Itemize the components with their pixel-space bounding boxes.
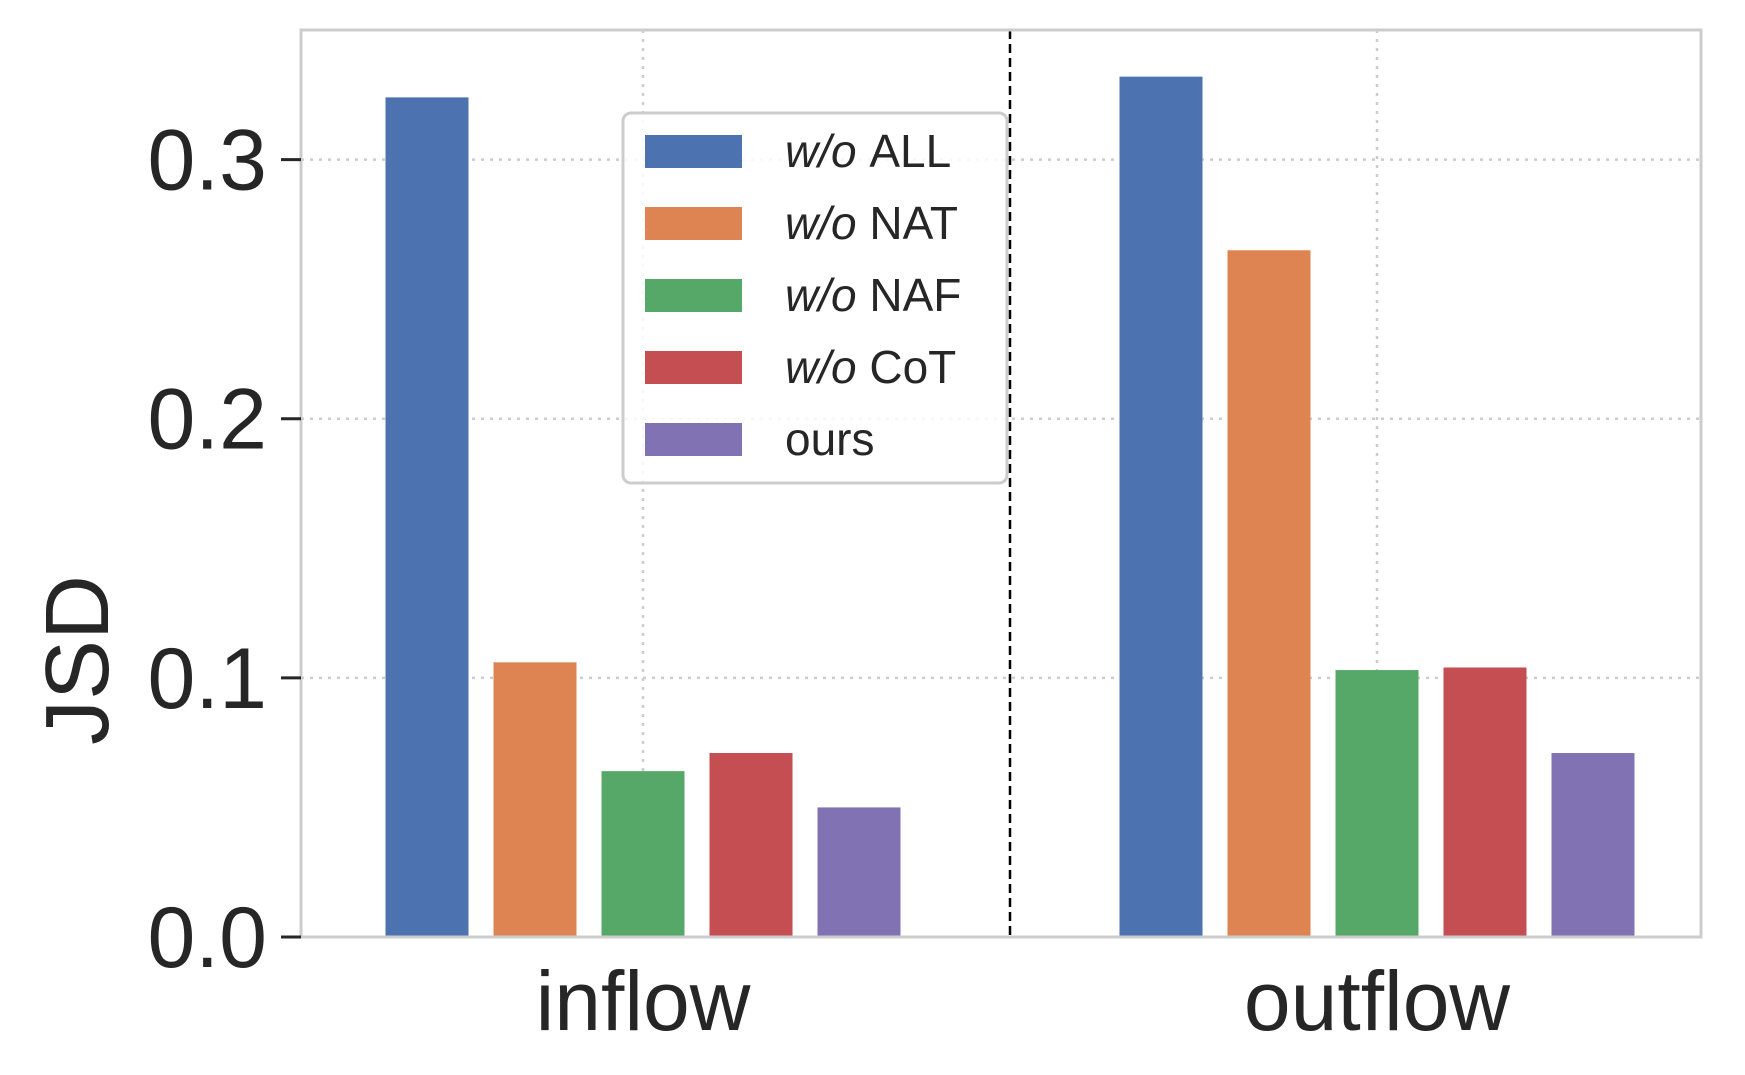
y-tick-label: 0.0 (147, 890, 267, 986)
plot-frame (299, 28, 1703, 939)
x-axis-labels: inflow outflow (536, 954, 1511, 1048)
y-tick-label: 0.1 (147, 631, 267, 727)
legend-entry: w/o CoT (785, 341, 956, 393)
legend-frame (621, 111, 1009, 485)
legend-entry: w/o ALL (785, 125, 951, 177)
legend: w/o ALL w/o NAT w/o NAF w/o CoT ours (621, 111, 1009, 485)
bar-ours-inflow (817, 807, 901, 937)
legend-swatch (645, 279, 742, 312)
legend-swatch (645, 207, 742, 240)
legend-swatch (645, 423, 742, 456)
x-tick-label: inflow (536, 954, 751, 1048)
legend-entry: w/o NAT (785, 197, 958, 249)
y-tick-label: 0.3 (147, 113, 267, 209)
x-tick-label: outflow (1244, 954, 1510, 1048)
bar-nat-outflow (1227, 250, 1311, 937)
bar-cot-outflow (1443, 667, 1527, 937)
y-axis-ticks: 0.0 0.1 0.2 0.3 (147, 113, 301, 986)
bar-cot-inflow (709, 753, 793, 937)
y-axis-label: JSD (28, 575, 128, 745)
legend-swatch (645, 135, 742, 168)
legend-entry: w/o NAF (785, 269, 961, 321)
bar-nat-inflow (493, 662, 577, 937)
bar-naf-outflow (1335, 670, 1419, 937)
bar-naf-inflow (601, 771, 685, 937)
y-tick-label: 0.2 (147, 372, 267, 468)
legend-entry: ours (785, 413, 874, 465)
bar-ours-outflow (1551, 753, 1635, 937)
bars (385, 76, 1635, 938)
legend-swatch (645, 351, 742, 384)
bar-all-inflow (385, 97, 469, 938)
bar-all-outflow (1119, 76, 1203, 938)
